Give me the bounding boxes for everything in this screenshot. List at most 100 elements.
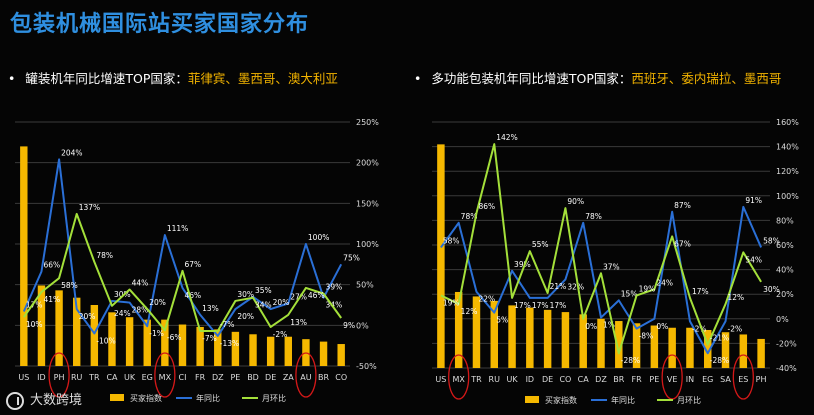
x-tick-BR: BR — [318, 373, 329, 382]
data-label: 1% — [603, 321, 615, 330]
data-label: 19% — [443, 298, 460, 307]
data-label: 34% — [255, 301, 272, 310]
data-label: 20% — [79, 312, 96, 321]
bar-FR — [196, 326, 204, 366]
x-tick-US: US — [18, 373, 29, 382]
data-label: -6% — [167, 333, 182, 342]
left-subtitle-highlight: 菲律宾、墨西哥、澳大利亚 — [187, 71, 338, 86]
x-tick-TR: TR — [470, 375, 482, 384]
bar-RU — [490, 300, 498, 368]
x-tick-UK: UK — [506, 375, 518, 384]
data-label: 91% — [745, 196, 762, 205]
data-label: 34% — [326, 301, 343, 310]
bar-RU — [73, 297, 81, 366]
data-label: 20% — [149, 298, 166, 307]
data-label: 9% — [343, 321, 355, 330]
highlight-circle-PH — [48, 352, 70, 398]
right-chart-subtitle: • 多功能包装机年同比增速TOP国家：西班牙、委内瑞拉、墨西哥 — [414, 71, 782, 86]
data-label: 78% — [585, 212, 602, 221]
highlight-circle-MX — [154, 352, 176, 398]
data-label: 66% — [43, 261, 60, 270]
legend-label: 月环比 — [677, 395, 701, 405]
bar-ID — [37, 285, 46, 366]
bar-CI — [178, 324, 187, 366]
y2-tick-label: 0% — [776, 315, 789, 324]
x-tick-RU: RU — [489, 375, 501, 384]
legend-swatch — [525, 396, 539, 403]
data-label: 78% — [461, 212, 478, 221]
x-tick-CO: CO — [559, 375, 571, 384]
x-tick-CO: CO — [335, 373, 347, 382]
data-label: -2% — [692, 324, 707, 333]
y2-tick-label: 140% — [776, 143, 799, 152]
x-tick-SA: SA — [720, 375, 731, 384]
legend-label: 买家指数 — [545, 395, 577, 405]
brand-logo-icon — [6, 391, 24, 410]
y2-tick-label: 80% — [776, 216, 794, 225]
data-label: 100% — [308, 233, 329, 242]
y2-tick-label: 20% — [776, 290, 794, 299]
line-yoy — [440, 205, 763, 355]
data-label: 41% — [43, 295, 60, 304]
data-label: 22% — [478, 295, 495, 304]
x-tick-ES: ES — [738, 375, 748, 384]
data-label: -2% — [728, 324, 743, 333]
y2-tick-label: 160% — [776, 118, 799, 127]
bar-BR — [615, 321, 623, 368]
data-label: 17% — [514, 301, 531, 310]
data-label: 20% — [237, 312, 254, 321]
bar-DE — [543, 309, 552, 368]
data-label: 58% — [61, 281, 78, 290]
data-label: -21% — [710, 334, 729, 343]
x-tick-PH: PH — [54, 373, 65, 382]
x-tick-TR: TR — [88, 373, 100, 382]
data-label: 67% — [185, 260, 202, 269]
x-tick-CA: CA — [106, 373, 118, 382]
x-tick-EG: EG — [142, 373, 153, 382]
x-tick-DZ: DZ — [212, 373, 224, 382]
y2-tick-label: 120% — [776, 167, 799, 176]
bar-CA — [579, 314, 587, 368]
bar-UK — [508, 305, 516, 368]
data-label: -2% — [273, 330, 288, 339]
y2-tick-label: 250% — [356, 118, 379, 127]
data-label: 78% — [96, 251, 113, 260]
data-label: 87% — [674, 201, 691, 210]
brand-name: 大数跨境 — [30, 393, 83, 408]
line-mom — [440, 143, 762, 355]
y2-tick-label: 0% — [356, 321, 369, 330]
data-label: 35% — [255, 286, 272, 295]
bar-ZA — [284, 336, 292, 366]
bar-CO — [561, 312, 570, 368]
data-label: 21% — [550, 282, 567, 291]
data-label: 19% — [639, 284, 656, 293]
data-label: 137% — [79, 203, 100, 212]
line-yoy — [22, 158, 343, 337]
left-subtitle-prefix: 罐装机年同比增速TOP国家： — [25, 71, 188, 86]
bar-US — [20, 146, 28, 366]
data-label: -28% — [710, 356, 729, 365]
data-label: 17% — [692, 287, 709, 296]
data-label: -7% — [220, 320, 235, 329]
bar-VE — [668, 327, 676, 368]
y2-tick-label: 100% — [776, 192, 799, 201]
data-label: 10% — [26, 320, 43, 329]
bar-IN — [686, 327, 694, 368]
legend-label: 买家指数 — [130, 393, 162, 403]
legend-label: 月环比 — [262, 393, 286, 403]
data-label: 0% — [585, 322, 597, 331]
highlight-circle-MX — [448, 354, 470, 400]
data-label: 46% — [308, 291, 325, 300]
bar-FR — [632, 323, 641, 368]
y2-tick-label: 150% — [356, 199, 379, 208]
data-label: 12% — [461, 307, 478, 316]
x-tick-AU: AU — [300, 373, 311, 382]
data-label: 0% — [656, 322, 668, 331]
data-label: -28% — [621, 356, 640, 365]
data-label: 24% — [114, 309, 131, 318]
data-label: 54% — [745, 255, 762, 264]
data-label: 37% — [603, 262, 620, 271]
x-tick-IN: IN — [686, 375, 694, 384]
